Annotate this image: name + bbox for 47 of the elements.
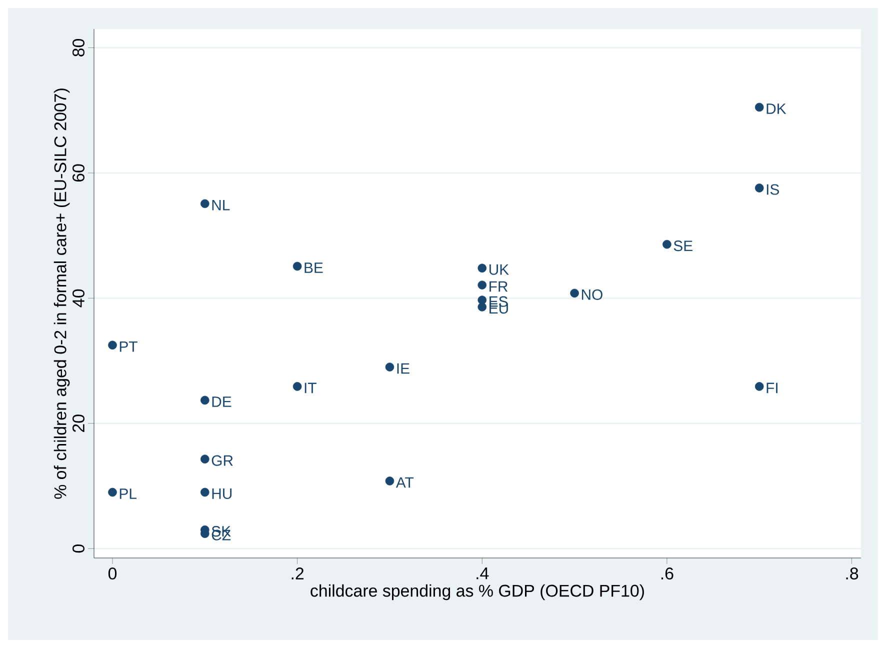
x-tick-label: 0 — [108, 568, 117, 580]
annotation: DK — [766, 104, 786, 114]
annotation: HU — [212, 488, 232, 499]
y-tick-label: 60 — [72, 164, 84, 182]
annotation: AT — [396, 477, 414, 488]
annotation: IT — [304, 382, 316, 394]
point — [385, 476, 394, 486]
x-tick-label: .4 — [476, 568, 489, 580]
point — [478, 302, 487, 312]
point — [292, 382, 302, 391]
x-tick-label: .8 — [846, 568, 858, 580]
y-axis-title: % of children aged 0-2 in formal care+ (EU-SILC 2007) — [54, 88, 70, 499]
point — [662, 240, 672, 249]
y-tick-label: 40 — [72, 289, 84, 308]
y-tick-label: 80 — [72, 38, 84, 56]
point — [200, 396, 210, 405]
annotation: NL — [212, 200, 230, 210]
point — [478, 280, 487, 290]
point — [754, 184, 764, 192]
annotation: IS — [766, 184, 779, 195]
annotation: PL — [120, 488, 136, 499]
annotation: DE — [212, 396, 232, 407]
annotation: BE — [304, 262, 323, 273]
point — [200, 454, 210, 464]
x-tick-label: .2 — [292, 568, 304, 580]
x-axis-title: childcare spending as % GDP (OECD PF10) — [310, 584, 644, 600]
point — [478, 264, 487, 273]
point — [754, 382, 764, 391]
annotation: NO — [582, 289, 602, 300]
annotation: GR — [212, 455, 233, 466]
annotation: IE — [397, 363, 410, 374]
annotation: FI — [766, 382, 778, 394]
point — [108, 488, 117, 497]
point — [200, 488, 210, 497]
annotation: FR — [490, 281, 508, 292]
point — [108, 340, 117, 350]
y-tick-label: 0 — [72, 544, 84, 553]
point — [200, 199, 210, 208]
annotation: SE — [674, 240, 692, 252]
point — [385, 362, 394, 372]
point — [754, 102, 764, 112]
annotation: PT — [120, 341, 138, 352]
point — [292, 262, 302, 271]
annotation: UK — [489, 264, 509, 275]
y-tick-label: 20 — [72, 414, 84, 432]
x-tick-label: .6 — [661, 568, 674, 580]
point — [570, 288, 579, 298]
